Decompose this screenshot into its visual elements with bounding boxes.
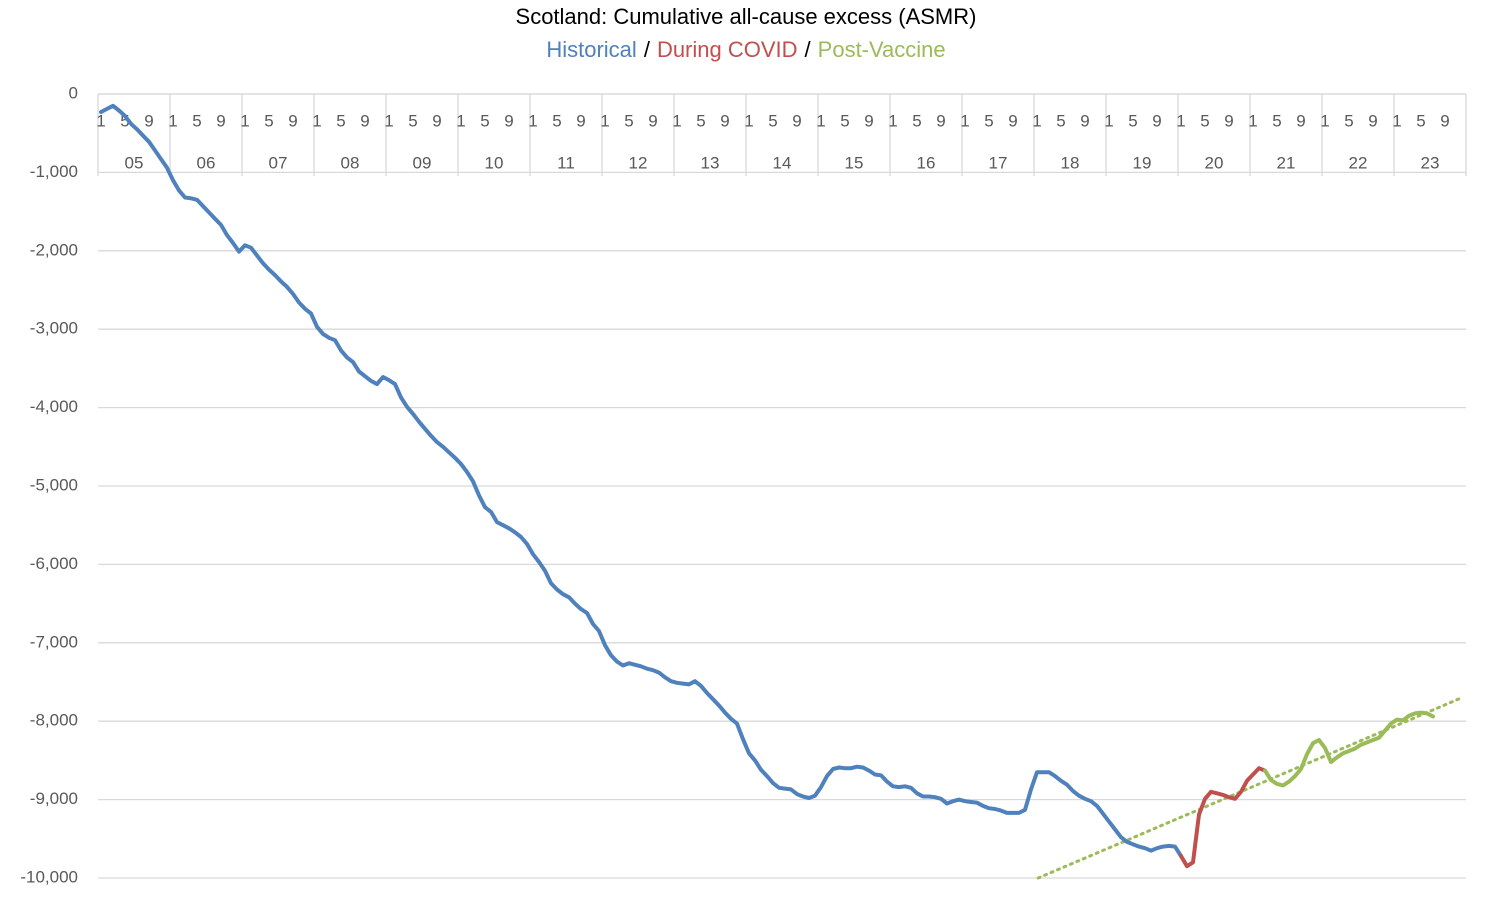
legend: Historical / During COVID / Post-Vaccine (546, 37, 945, 62)
x-tick-label: 1 (456, 111, 465, 130)
x-tick-label: 1 (1176, 111, 1185, 130)
x-tick-label: 1 (1320, 111, 1329, 130)
x-tick-label: 9 (1008, 111, 1017, 130)
x-tick-label: 5 (336, 111, 345, 130)
x-tick-label: 5 (1200, 111, 1209, 130)
year-label: 05 (125, 153, 144, 172)
year-label: 17 (989, 153, 1008, 172)
x-tick-label: 1 (96, 111, 105, 130)
x-tick-label: 9 (288, 111, 297, 130)
x-tick-label: 5 (840, 111, 849, 130)
legend-entry: During COVID (657, 37, 798, 62)
x-tick-label: 5 (480, 111, 489, 130)
year-label: 06 (197, 153, 216, 172)
year-label: 12 (629, 153, 648, 172)
y-tick-label: -1,000 (30, 162, 78, 181)
x-tick-label: 1 (240, 111, 249, 130)
x-tick-label: 9 (216, 111, 225, 130)
year-label: 11 (557, 153, 575, 172)
year-label: 07 (269, 153, 288, 172)
x-tick-label: 5 (696, 111, 705, 130)
year-label: 15 (845, 153, 864, 172)
x-tick-label: 9 (792, 111, 801, 130)
x-tick-label: 5 (1056, 111, 1065, 130)
series-line (1179, 766, 1267, 869)
y-tick-label: -3,000 (30, 319, 78, 338)
x-tick-label: 5 (552, 111, 561, 130)
y-tick-label: -6,000 (30, 554, 78, 573)
y-tick-label: -8,000 (30, 711, 78, 730)
x-tick-label: 1 (528, 111, 537, 130)
x-tick-label: 9 (1080, 111, 1089, 130)
x-tick-label: 5 (1128, 111, 1137, 130)
x-tick-label: 1 (600, 111, 609, 130)
x-tick-label: 5 (192, 111, 201, 130)
x-tick-label: 1 (1104, 111, 1113, 130)
x-tick-label: 9 (864, 111, 873, 130)
x-tick-label: 1 (1392, 111, 1401, 130)
x-tick-label: 5 (768, 111, 777, 130)
x-tick-label: 9 (360, 111, 369, 130)
year-label: 08 (341, 153, 360, 172)
year-label: 23 (1421, 153, 1440, 172)
x-tick-label: 1 (384, 111, 393, 130)
x-tick-label: 9 (144, 111, 153, 130)
year-label: 14 (773, 153, 792, 172)
y-tick-label: 0 (69, 83, 78, 102)
y-tick-label: -5,000 (30, 475, 78, 494)
series-line (99, 103, 1183, 858)
x-tick-label: 5 (1416, 111, 1425, 130)
legend-separator: / (644, 37, 651, 62)
legend-entry: Post-Vaccine (818, 37, 946, 62)
x-tick-label: 9 (936, 111, 945, 130)
x-tick-label: 5 (264, 111, 273, 130)
year-label: 21 (1277, 153, 1296, 172)
year-label: 13 (701, 153, 720, 172)
x-tick-label: 1 (960, 111, 969, 130)
year-label: 19 (1133, 153, 1152, 172)
x-tick-label: 9 (1224, 111, 1233, 130)
x-tick-label: 9 (720, 111, 729, 130)
trendline (1036, 696, 1464, 880)
year-label: 09 (413, 153, 432, 172)
x-tick-label: 1 (672, 111, 681, 130)
x-tick-label: 9 (1368, 111, 1377, 130)
year-label: 18 (1061, 153, 1080, 172)
x-tick-label: 9 (1440, 111, 1449, 130)
year-label: 20 (1205, 153, 1224, 172)
year-label: 16 (917, 153, 936, 172)
y-tick-label: -4,000 (30, 397, 78, 416)
y-tick-label: -2,000 (30, 240, 78, 259)
year-label: 10 (485, 153, 504, 172)
x-tick-label: 9 (576, 111, 585, 130)
x-tick-label: 9 (432, 111, 441, 130)
x-tick-label: 1 (816, 111, 825, 130)
chart-title: Scotland: Cumulative all-cause excess (A… (516, 4, 977, 29)
x-tick-label: 5 (1272, 111, 1281, 130)
x-tick-label: 1 (312, 111, 321, 130)
x-tick-label: 9 (648, 111, 657, 130)
legend-separator: / (805, 37, 812, 62)
series-line (1263, 710, 1435, 788)
x-tick-label: 5 (912, 111, 921, 130)
x-tick-label: 1 (1248, 111, 1257, 130)
x-tick-label: 5 (1344, 111, 1353, 130)
x-tick-label: 1 (168, 111, 177, 130)
x-tick-label: 9 (504, 111, 513, 130)
x-tick-label: 1 (1032, 111, 1041, 130)
x-tick-label: 5 (624, 111, 633, 130)
x-tick-label: 5 (984, 111, 993, 130)
x-tick-label: 9 (1152, 111, 1161, 130)
y-tick-label: -10,000 (20, 867, 78, 886)
x-tick-label: 5 (408, 111, 417, 130)
y-tick-label: -9,000 (30, 789, 78, 808)
x-tick-label: 5 (120, 111, 129, 130)
x-tick-label: 9 (1296, 111, 1305, 130)
year-label: 22 (1349, 153, 1368, 172)
x-tick-label: 1 (744, 111, 753, 130)
legend-entry: Historical (546, 37, 636, 62)
x-tick-label: 1 (888, 111, 897, 130)
y-tick-label: -7,000 (30, 632, 78, 651)
